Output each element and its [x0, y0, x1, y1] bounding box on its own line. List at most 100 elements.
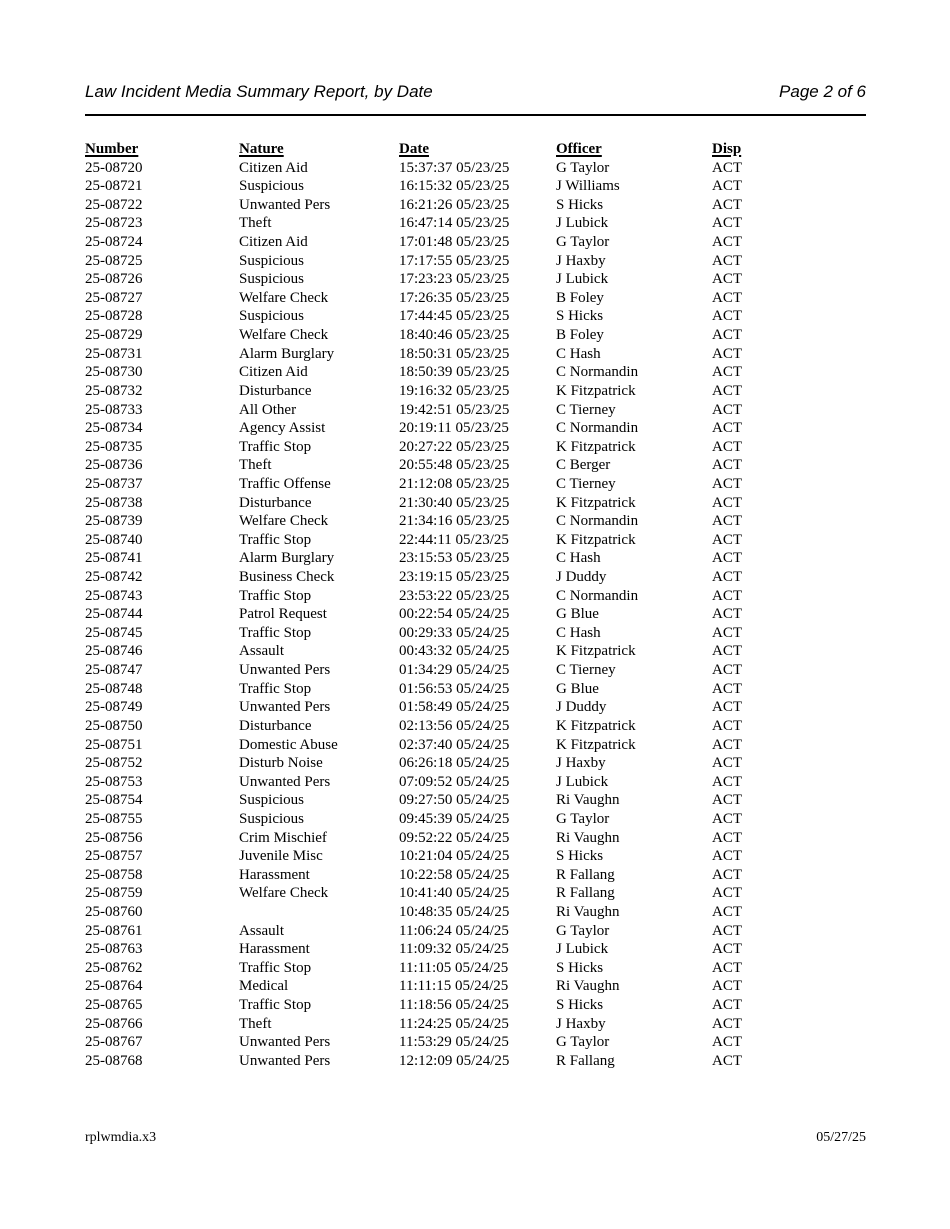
cell-nature: Unwanted Pers [239, 1052, 331, 1069]
table-row: 25-08731 Alarm Burglary 18:50:31 05/23/25 C… [85, 345, 866, 364]
cell-number: 25-08762 [85, 959, 143, 976]
cell-officer: K Fitzpatrick [556, 736, 636, 753]
cell-officer: K Fitzpatrick [556, 438, 636, 455]
table-row: 25-08740 Traffic Stop 22:44:11 05/23/25 K F… [85, 531, 866, 550]
cell-number: 25-08746 [85, 643, 143, 660]
cell-number: 25-08752 [85, 755, 143, 772]
cell-date: 01:34:29 05/24/25 [399, 662, 510, 679]
cell-number: 25-08763 [85, 941, 143, 958]
cell-nature: Unwanted Pers [239, 662, 331, 679]
cell-officer: J Haxby [556, 1015, 606, 1032]
cell-officer: S Hicks [556, 959, 604, 976]
table-row: 25-08729 Welfare Check 18:40:46 05/23/25 B … [85, 326, 866, 345]
table-row: 25-08730 Citizen Aid 18:50:39 05/23/25 C No… [85, 363, 866, 382]
cell-disp: ACT [712, 606, 742, 623]
cell-officer: Ri Vaughn [556, 792, 620, 809]
cell-disp: ACT [712, 699, 742, 716]
header-divider-line [85, 114, 866, 116]
cell-date: 10:48:35 05/24/25 [399, 903, 510, 920]
cell-nature: Disturbance [239, 717, 312, 734]
cell-nature: Harassment [239, 866, 310, 883]
cell-number: 25-08733 [85, 401, 143, 418]
cell-nature: Unwanted Pers [239, 699, 331, 716]
cell-date: 06:26:18 05/24/25 [399, 755, 510, 772]
table-row: 25-08722 Unwanted Pers 16:21:26 05/23/25 S … [85, 196, 866, 215]
cell-nature: Disturbance [239, 382, 312, 399]
cell-nature: Traffic Stop [239, 680, 312, 697]
cell-officer: R Fallang [556, 866, 615, 883]
cell-disp: ACT [712, 736, 742, 753]
table-header-row: Number Nature Date Officer Disp [85, 140, 866, 159]
report-footer: rplwmdia.x3 05/27/25 [85, 1131, 866, 1145]
column-header-nature: Nature [239, 141, 284, 157]
cell-date: 23:19:15 05/23/25 [399, 569, 510, 586]
report-content: Law Incident Media Summary Report, by Da… [85, 0, 866, 1229]
cell-date: 23:53:22 05/23/25 [399, 587, 510, 604]
cell-disp: ACT [712, 513, 742, 530]
cell-disp: ACT [712, 234, 742, 251]
table-row: 25-08725 Suspicious 17:17:55 05/23/25 J Hax… [85, 252, 866, 271]
table-row: 25-08764 Medical 11:11:15 05/24/25 Ri Vaugh… [85, 977, 866, 996]
cell-officer: C Hash [556, 624, 601, 641]
cell-nature: Citizen Aid [239, 234, 308, 251]
cell-officer: C Normandin [556, 513, 639, 530]
cell-officer: Ri Vaughn [556, 829, 620, 846]
cell-officer: J Lubick [556, 271, 609, 288]
cell-date: 20:19:11 05/23/25 [399, 420, 509, 437]
cell-date: 19:42:51 05/23/25 [399, 401, 510, 418]
cell-officer: C Hash [556, 345, 601, 362]
cell-date: 11:53:29 05/24/25 [399, 1034, 509, 1051]
cell-date: 11:11:05 05/24/25 [399, 959, 509, 976]
cell-officer: Ri Vaughn [556, 978, 620, 995]
print-date-label: 05/27/25 [816, 1130, 866, 1145]
cell-officer: Ri Vaughn [556, 903, 620, 920]
cell-disp: ACT [712, 978, 742, 995]
cell-disp: ACT [712, 997, 742, 1014]
cell-nature: Alarm Burglary [239, 345, 335, 362]
cell-disp: ACT [712, 662, 742, 679]
cell-number: 25-08761 [85, 922, 143, 939]
cell-disp: ACT [712, 792, 742, 809]
cell-number: 25-08744 [85, 606, 143, 623]
cell-disp: ACT [712, 829, 742, 846]
cell-number: 25-08731 [85, 345, 143, 362]
cell-officer: K Fitzpatrick [556, 643, 636, 660]
cell-disp: ACT [712, 866, 742, 883]
cell-disp: ACT [712, 550, 742, 567]
cell-disp: ACT [712, 475, 742, 492]
cell-date: 02:37:40 05/24/25 [399, 736, 510, 753]
cell-number: 25-08742 [85, 569, 143, 586]
cell-nature: Traffic Stop [239, 587, 312, 604]
cell-number: 25-08748 [85, 680, 143, 697]
cell-officer: C Berger [556, 457, 611, 474]
cell-number: 25-08721 [85, 178, 143, 195]
cell-disp: ACT [712, 531, 742, 548]
table-row: 25-08760 10:48:35 05/24/25 Ri Vaughn ACT [85, 903, 866, 922]
cell-nature: Disturb Noise [239, 755, 323, 772]
cell-officer: R Fallang [556, 885, 615, 902]
cell-nature: Patrol Request [239, 606, 327, 623]
cell-officer: J Duddy [556, 569, 607, 586]
cell-nature: Theft [239, 215, 272, 232]
cell-officer: J Williams [556, 178, 620, 195]
cell-number: 25-08755 [85, 810, 143, 827]
cell-number: 25-08741 [85, 550, 143, 567]
table-row: 25-08726 Suspicious 17:23:23 05/23/25 J Lub… [85, 270, 866, 289]
cell-number: 25-08738 [85, 494, 143, 511]
cell-date: 01:56:53 05/24/25 [399, 680, 510, 697]
table-row: 25-08741 Alarm Burglary 23:15:53 05/23/25 C… [85, 549, 866, 568]
cell-officer: B Foley [556, 327, 604, 344]
table-row: 25-08747 Unwanted Pers 01:34:29 05/24/25 C … [85, 661, 866, 680]
cell-date: 11:06:24 05/24/25 [399, 922, 509, 939]
cell-disp: ACT [712, 885, 742, 902]
table-row: 25-08724 Citizen Aid 17:01:48 05/23/25 G Ta… [85, 233, 866, 252]
cell-date: 07:09:52 05/24/25 [399, 773, 510, 790]
cell-nature: All Other [239, 401, 297, 418]
cell-nature: Assault [239, 643, 284, 660]
cell-number: 25-08749 [85, 699, 143, 716]
cell-number: 25-08750 [85, 717, 143, 734]
cell-date: 11:24:25 05/24/25 [399, 1015, 509, 1032]
cell-disp: ACT [712, 773, 742, 790]
cell-date: 17:23:23 05/23/25 [399, 271, 510, 288]
cell-number: 25-08745 [85, 624, 143, 641]
